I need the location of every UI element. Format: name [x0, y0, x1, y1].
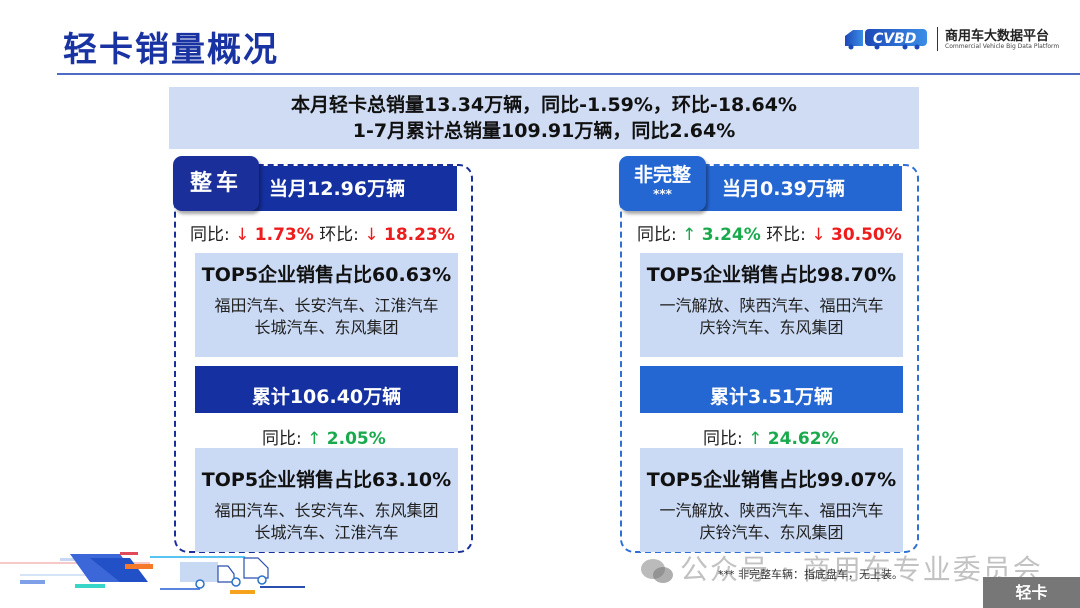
speeding-trucks-decoration-icon — [0, 552, 305, 594]
complete-cumulative-rate: 同比: ↑ 2.05% — [262, 424, 386, 449]
incomplete-cumulative-rate: 同比: ↑ 24.62% — [703, 424, 839, 449]
incomplete-cumulative-top5-box: TOP5企业销售占比99.07% 一汽解放、陕西汽车、福田汽车 庆铃汽车、东风集… — [640, 448, 903, 552]
top5-companies-line2: 庆铃汽车、东风集团 — [699, 523, 844, 542]
top5-share-title: TOP5企业销售占比99.07% — [646, 469, 897, 491]
complete-cumulative-top5-box: TOP5企业销售占比63.10% 福田汽车、长安汽车、东风集团 长城汽车、江淮汽… — [195, 448, 458, 552]
top5-companies-line2: 庆铃汽车、东风集团 — [699, 318, 844, 337]
complete-month-top5-box: TOP5企业销售占比60.63% 福田汽车、长安汽车、江淮汽车 长城汽车、东风集… — [195, 253, 458, 357]
platform-logo: CVBD 商用车大数据平台 Commercial Vehicle Big Dat… — [843, 24, 1068, 54]
summary-month: 本月轻卡总销量13.34万辆，同比-1.59%，环比-18.64% — [291, 94, 797, 116]
incomplete-cumulative-sales: 累计3.51万辆 — [640, 366, 903, 413]
incomplete-month-top5-box: TOP5企业销售占比98.70% 一汽解放、陕西汽车、福田汽车 庆铃汽车、东风集… — [640, 253, 903, 357]
title-divider — [57, 73, 1080, 75]
watermark-text: 公众号 · 商用车专业委员会 — [680, 553, 1043, 586]
top5-share-title: TOP5企业销售占比98.70% — [646, 264, 897, 286]
summary-cumulative: 1-7月累计总销量109.91万辆，同比2.64% — [352, 120, 736, 142]
badge-label: 非完整 — [633, 164, 691, 186]
mom-value: 18.23% — [383, 225, 455, 245]
incomplete-vehicle-panel — [620, 164, 919, 553]
top5-companies-line2: 长城汽车、东风集团 — [254, 318, 399, 337]
incomplete-month-rates: 同比: ↑ 3.24% 环比: ↓ 30.50% — [637, 220, 902, 245]
top5-companies-line1: 福田汽车、长安汽车、东风集团 — [214, 501, 439, 520]
top5-companies-line1: 一汽解放、陕西汽车、福田汽车 — [659, 296, 884, 315]
footnote-marker: *** — [653, 187, 672, 201]
top5-share-title: TOP5企业销售占比60.63% — [201, 264, 452, 286]
up-arrow-icon: ↑ — [307, 429, 322, 449]
logo-separator — [937, 27, 938, 51]
complete-vehicle-badge: 整车 — [173, 156, 259, 211]
yoy-value: 3.24% — [701, 225, 761, 245]
complete-cumulative-sales: 累计106.40万辆 — [195, 366, 458, 413]
yoy-label: 同比: — [262, 429, 302, 449]
down-arrow-icon: ↓ — [811, 225, 826, 245]
complete-vehicle-panel — [174, 164, 473, 553]
yoy-value: 24.62% — [767, 429, 839, 449]
incomplete-vehicle-badge: 非完整 *** — [619, 156, 706, 211]
cvbd-truck-logo-icon: CVBD — [845, 29, 927, 50]
page-title: 轻卡销量概况 — [63, 30, 279, 70]
wechat-watermark: 公众号 · 商用车专业委员会 — [640, 548, 1043, 588]
complete-month-sales: 当月12.96万辆 — [250, 166, 457, 211]
top5-share-title: TOP5企业销售占比63.10% — [201, 469, 452, 491]
mom-label: 环比: — [766, 225, 806, 245]
summary-banner: 本月轻卡总销量13.34万辆，同比-1.59%，环比-18.64% 1-7月累计… — [169, 87, 919, 149]
mom-value: 30.50% — [830, 225, 902, 245]
yoy-label: 同比: — [637, 225, 677, 245]
yoy-label: 同比: — [703, 429, 743, 449]
top5-companies-line2: 长城汽车、江淮汽车 — [254, 523, 399, 542]
logo-en-text: Commercial Vehicle Big Data Platform — [945, 43, 1060, 50]
mom-label: 环比: — [319, 225, 359, 245]
down-arrow-icon: ↓ — [364, 225, 379, 245]
footnote: *** 非完整车辆：指底盘车，无上装。 — [718, 568, 903, 581]
up-arrow-icon: ↑ — [682, 225, 697, 245]
yoy-value: 2.05% — [326, 429, 386, 449]
svg-text:CVBD: CVBD — [873, 31, 916, 47]
top5-companies-line1: 一汽解放、陕西汽车、福田汽车 — [659, 501, 884, 520]
logo-cn-text: 商用车大数据平台 — [945, 29, 1050, 44]
complete-month-rates: 同比: ↓ 1.73% 环比: ↓ 18.23% — [190, 220, 455, 245]
up-arrow-icon: ↑ — [748, 429, 763, 449]
incomplete-month-sales: 当月0.39万辆 — [697, 166, 902, 211]
top5-companies-line1: 福田汽车、长安汽车、江淮汽车 — [214, 296, 439, 315]
yoy-label: 同比: — [190, 225, 230, 245]
wechat-icon — [641, 559, 673, 583]
down-arrow-icon: ↓ — [235, 225, 250, 245]
category-tag: 轻卡 — [983, 577, 1080, 608]
yoy-value: 1.73% — [254, 225, 314, 245]
